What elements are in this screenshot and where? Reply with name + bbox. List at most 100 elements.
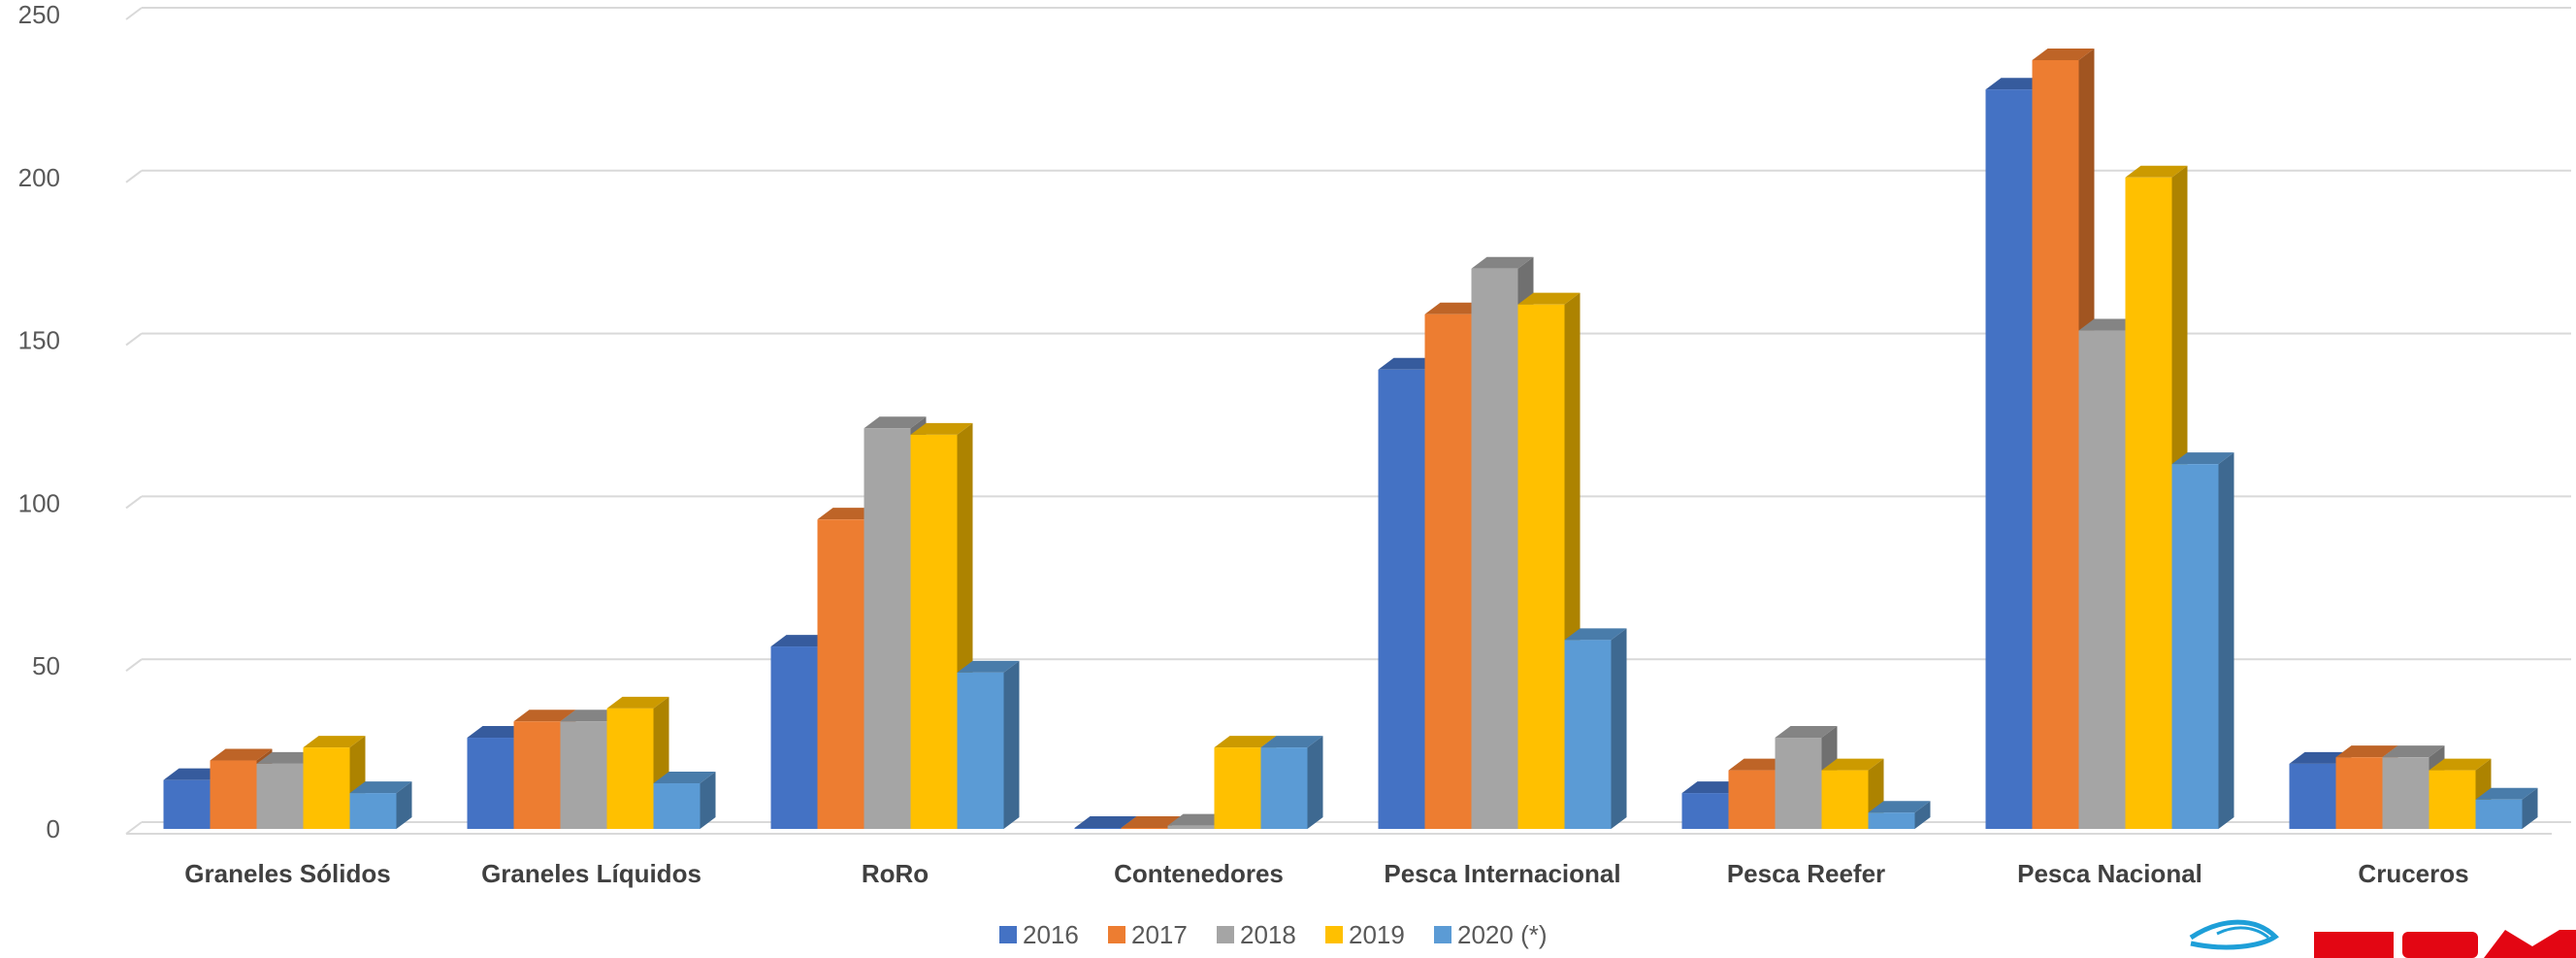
- bar: [1564, 628, 1627, 829]
- legend-item: 2020 (*): [1434, 920, 1548, 949]
- gridline-slant: [125, 332, 143, 347]
- bar-top: [1517, 292, 1581, 305]
- y-tick-label: 50: [32, 651, 60, 680]
- bar-top: [303, 736, 366, 748]
- bar-front: [1471, 268, 1518, 829]
- legend: 2016 2017 2018 2019 2020 (*): [999, 920, 1548, 949]
- bar-side: [2522, 787, 2538, 829]
- logo-t-bar: [2314, 932, 2394, 958]
- bar-side: [1003, 660, 1020, 829]
- bar-front: [1681, 793, 1729, 829]
- bar-side: [1914, 801, 1931, 829]
- bar-front: [864, 428, 911, 829]
- x-category-label: Pesca Reefer: [1727, 859, 1885, 888]
- bar-side: [1611, 628, 1627, 829]
- bar-front: [349, 793, 397, 829]
- bar-front: [770, 646, 818, 829]
- bar-side: [700, 772, 716, 829]
- bar-top: [910, 422, 973, 435]
- legend-item: 2017: [1108, 920, 1188, 949]
- legend-swatch: [1434, 926, 1451, 943]
- bar-front: [1378, 369, 1425, 829]
- legend-label: 2016: [1023, 920, 1079, 949]
- x-category-label: Graneles Sólidos: [184, 859, 390, 888]
- bar-top: [1868, 801, 1931, 813]
- bar-top: [2335, 745, 2398, 758]
- bar-top: [349, 781, 412, 794]
- logo-m-shape: [2484, 930, 2576, 958]
- y-tick-label: 200: [18, 163, 60, 192]
- bar-top: [2475, 787, 2538, 800]
- legend-swatch: [999, 926, 1017, 943]
- legend-label: 2017: [1131, 920, 1188, 949]
- bar-top: [1775, 726, 1838, 739]
- bar-front: [1868, 812, 1915, 829]
- bar-front: [910, 434, 958, 829]
- bar: [2475, 787, 2538, 829]
- y-axis: 0 50 100 150 200 250: [18, 0, 60, 843]
- bar-top: [957, 660, 1020, 673]
- bar-top: [210, 748, 273, 761]
- bar: [653, 772, 716, 829]
- legend-item: 2019: [1325, 920, 1405, 949]
- x-category-label: Contenedores: [1114, 859, 1284, 888]
- legend-item: 2016: [999, 920, 1079, 949]
- gridline-slant: [125, 170, 143, 183]
- bar-top: [2125, 165, 2188, 178]
- bar-front: [256, 763, 304, 829]
- bar-front: [210, 760, 257, 829]
- bar-top: [513, 710, 576, 722]
- bar-front: [1985, 89, 2033, 830]
- x-category-label: Graneles Líquidos: [481, 859, 701, 888]
- y-tick-label: 150: [18, 326, 60, 355]
- legend-item: 2018: [1217, 920, 1296, 949]
- bar-front: [2032, 59, 2079, 829]
- x-category-label: Cruceros: [2358, 859, 2468, 888]
- bar-front: [2475, 799, 2523, 829]
- tpm-logo: [2189, 919, 2576, 958]
- bar-top: [2032, 48, 2095, 60]
- bar-front: [653, 783, 701, 829]
- bar-front: [2429, 770, 2476, 829]
- y-tick-label: 100: [18, 488, 60, 517]
- x-category-label: Pesca Nacional: [2017, 859, 2202, 888]
- gridline-slant: [125, 495, 143, 510]
- bar-front: [560, 721, 607, 829]
- bar-front: [1775, 738, 1822, 829]
- bar-front: [2078, 330, 2126, 830]
- bar-front: [817, 519, 864, 829]
- x-axis: Graneles Sólidos Graneles Líquidos RoRo Con…: [184, 859, 2468, 888]
- x-category-label: Pesca Internacional: [1384, 859, 1620, 888]
- bar-front: [1167, 825, 1215, 829]
- bar-front: [957, 672, 1004, 829]
- bar-top: [1564, 628, 1627, 641]
- bar: [1260, 736, 1323, 829]
- bar-front: [1821, 770, 1869, 829]
- bar-front: [606, 708, 654, 829]
- bar-front: [2382, 757, 2429, 829]
- legend-label: 2018: [1240, 920, 1296, 949]
- bar-front: [1424, 314, 1472, 829]
- x-category-label: RoRo: [862, 859, 929, 888]
- bar-top: [1821, 758, 1884, 771]
- bar-front: [1074, 828, 1122, 829]
- bar-front: [1121, 828, 1168, 829]
- logo-swoosh: [2189, 919, 2279, 950]
- bar: [2382, 745, 2445, 829]
- bar-top: [864, 416, 927, 429]
- bar-side: [1307, 736, 1323, 829]
- gridline-slant: [125, 821, 143, 835]
- legend-swatch: [1108, 926, 1125, 943]
- bar-top: [1260, 736, 1323, 748]
- bar-top: [1121, 816, 1184, 828]
- bar-front: [1214, 747, 1261, 829]
- bar-front: [2125, 177, 2172, 830]
- bar-top: [1214, 736, 1277, 748]
- logo-letters: [2314, 930, 2576, 958]
- bar-top: [606, 696, 669, 709]
- bar-front: [513, 721, 561, 829]
- y-tick-label: 0: [47, 814, 60, 843]
- bar-front: [2171, 464, 2219, 829]
- legend-label: 2019: [1349, 920, 1405, 949]
